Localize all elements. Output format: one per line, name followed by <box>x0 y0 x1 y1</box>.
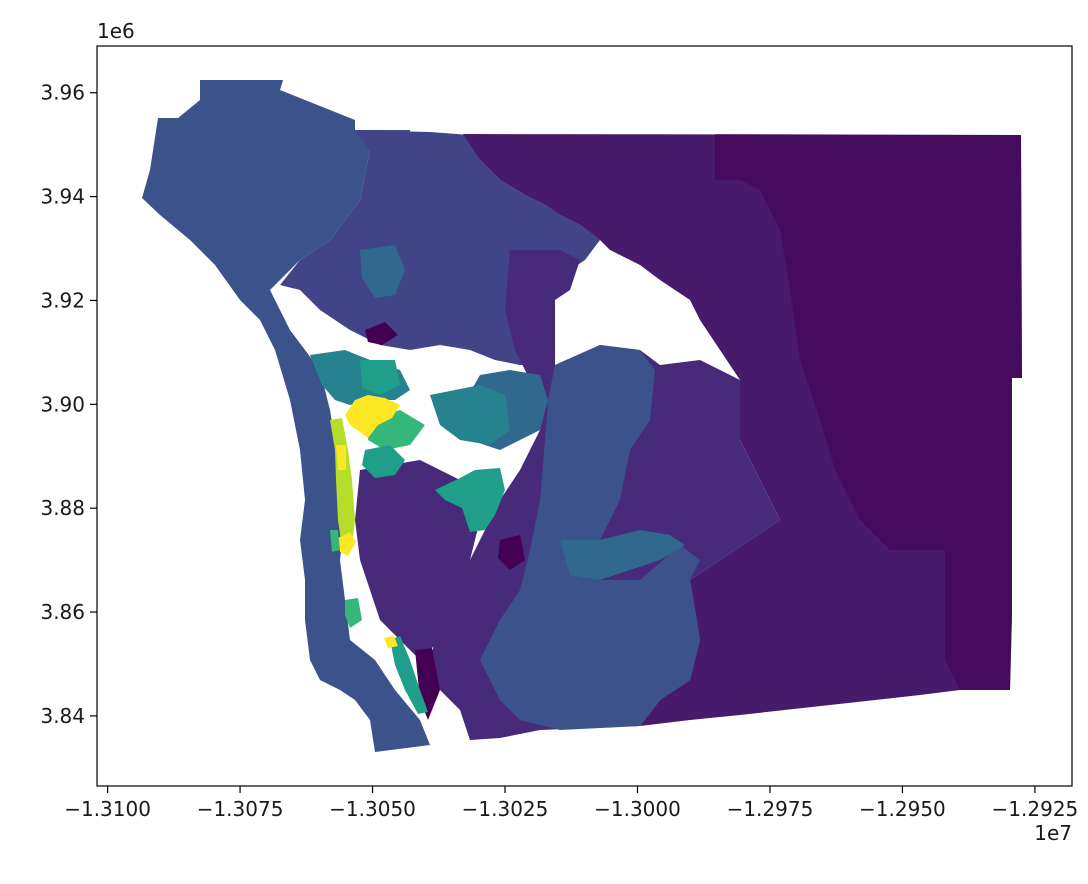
region-coast-yellow-2 <box>338 532 356 556</box>
y-axis-ticks: 3.84 3.86 3.88 3.90 3.92 3.94 3.96 <box>40 81 97 728</box>
region-green-teal-3 <box>362 445 405 478</box>
y-tick-label: 3.94 <box>40 185 85 209</box>
x-tick-label: −1.2975 <box>727 797 814 821</box>
region-coast-lime <box>330 418 355 548</box>
x-tick-label: −1.3075 <box>197 797 284 821</box>
x-tick-label: −1.3000 <box>594 797 681 821</box>
x-offset-label: 1e7 <box>1034 821 1072 845</box>
x-tick-label: −1.3100 <box>64 797 151 821</box>
x-tick-label: −1.2950 <box>859 797 946 821</box>
region-coastal-northwest <box>142 80 430 752</box>
map-regions <box>142 80 1022 752</box>
axes-frame <box>96 45 1073 787</box>
region-south-coast-green <box>345 598 362 628</box>
y-offset-label: 1e6 <box>97 19 135 43</box>
y-tick-label: 3.84 <box>40 704 85 728</box>
region-green-teal-2 <box>435 468 505 532</box>
x-tick-label: −1.3025 <box>462 797 549 821</box>
y-tick-label: 3.90 <box>40 392 85 416</box>
region-point-loma <box>390 636 428 714</box>
region-green-teal-1 <box>360 360 400 395</box>
region-coast-green <box>330 530 340 552</box>
x-axis-ticks: −1.3100 −1.3075 −1.3050 −1.3025 −1.3000 −1.29… <box>64 786 1078 821</box>
region-urban-dark-3 <box>498 535 525 570</box>
region-coast-yellow-1 <box>336 445 346 470</box>
x-tick-label: −1.3050 <box>329 797 416 821</box>
y-tick-label: 3.88 <box>40 496 85 520</box>
region-point-loma-yellow <box>384 636 398 648</box>
y-tick-label: 3.86 <box>40 600 85 624</box>
region-inland-blue <box>480 345 700 730</box>
x-tick-label: −1.2925 <box>992 797 1079 821</box>
y-tick-label: 3.92 <box>40 288 85 312</box>
region-urban-dense <box>355 460 480 660</box>
region-east-strip <box>715 134 1022 690</box>
region-south-steel <box>560 530 685 580</box>
region-yellow-main <box>345 395 400 438</box>
region-urban-dark-2 <box>365 322 398 345</box>
y-tick-label: 3.96 <box>40 81 85 105</box>
region-north-steel <box>360 245 405 298</box>
region-teal-central <box>430 385 510 445</box>
